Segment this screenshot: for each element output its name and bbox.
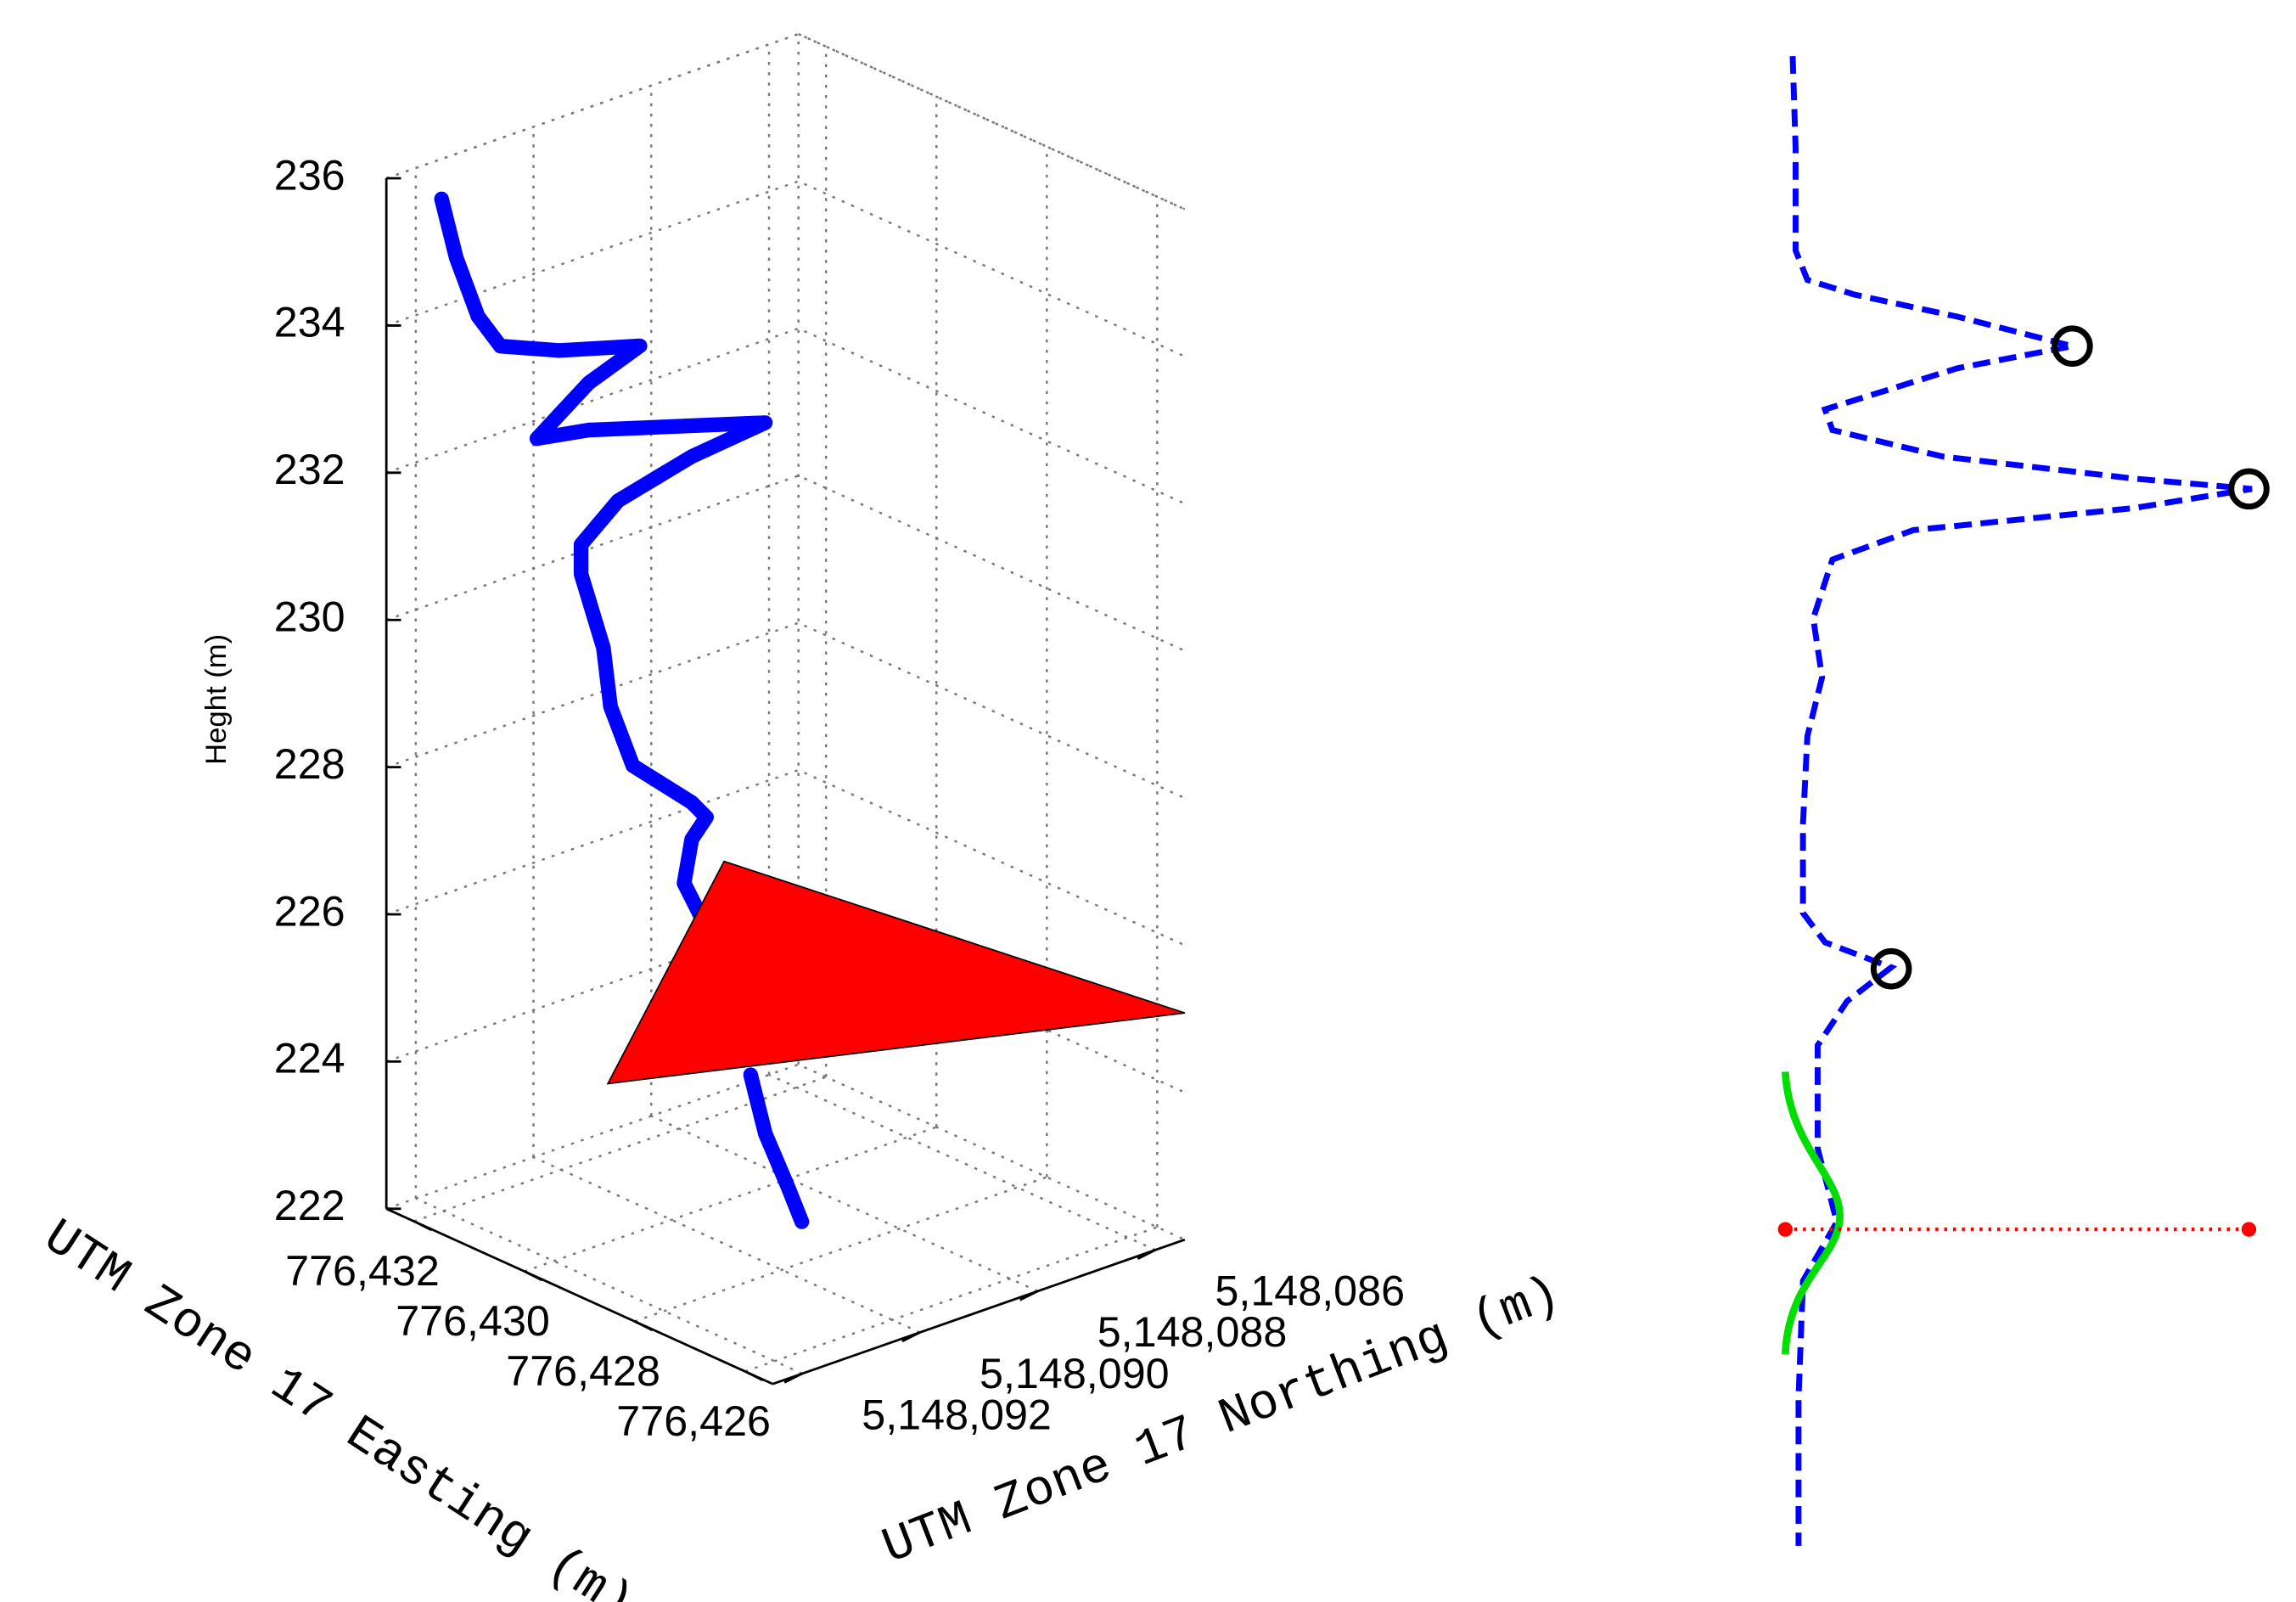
grid-line [385,621,1186,800]
tick-mark [634,1320,654,1332]
box-edge [385,32,800,180]
z-tick-label: 222 [274,1181,345,1229]
grid-line [413,1076,827,1223]
tick-mark [1137,1249,1156,1261]
peak-marker [2052,325,2093,367]
trajectory [434,191,773,1009]
grid-line [650,1115,1038,1293]
level-end [1777,1222,1793,1237]
side-profile [1777,55,2270,1546]
box-edge [798,32,1186,211]
x-tick-label: 776,428 [506,1346,660,1395]
tick-mark [901,1331,921,1343]
z-tick-label: 232 [274,445,345,493]
z-tick-label: 226 [274,886,345,935]
profile-trace [1789,55,2253,1546]
peak-marker [2228,468,2270,510]
level-end [2241,1222,2257,1237]
x-tick-label: 776,432 [285,1246,440,1295]
tick-mark [744,1370,764,1382]
grid-line [768,1073,1156,1251]
grid-line [634,1176,1047,1323]
red-triangle [606,860,1186,1085]
grid-line [533,1156,921,1334]
z-tick-label: 224 [274,1034,345,1082]
x-tick-label: 776,426 [616,1397,771,1445]
y-tick-label: 5,148,092 [862,1390,1052,1438]
peak-marker [1870,947,1912,990]
y-tick-label: 5,148,090 [980,1349,1170,1397]
z-tick-label: 234 [274,298,345,346]
tick-mark [1019,1290,1039,1301]
tick-mark [524,1270,543,1282]
y-tick-label: 5,148,086 [1215,1267,1405,1315]
z-tick-label: 228 [274,739,345,788]
grid-line [385,180,1186,357]
x-axis [385,1207,773,1386]
z-tick-label: 236 [274,150,345,199]
grid-line [385,916,1186,1093]
tick-mark [783,1372,803,1384]
grid-line [385,768,1186,947]
grid-line [385,1063,1186,1241]
grid-line [744,1226,1158,1373]
grid-line [385,327,1186,505]
grid-line [385,32,1186,211]
y-tick-label: 5,148,088 [1097,1307,1288,1356]
fit-curve [1781,1071,1844,1355]
z-tick-label: 230 [274,593,345,641]
y-axis [772,1238,1186,1386]
grid-line [385,474,1186,652]
tick-mark [413,1220,433,1232]
z-axis-label: Heght (m) [200,634,233,765]
x-tick-label: 776,430 [396,1296,550,1345]
plot-3d: 222224226228230232234236776,426776,42877… [274,32,1405,1445]
grid-line [524,1126,937,1273]
trajectory [743,1067,810,1229]
